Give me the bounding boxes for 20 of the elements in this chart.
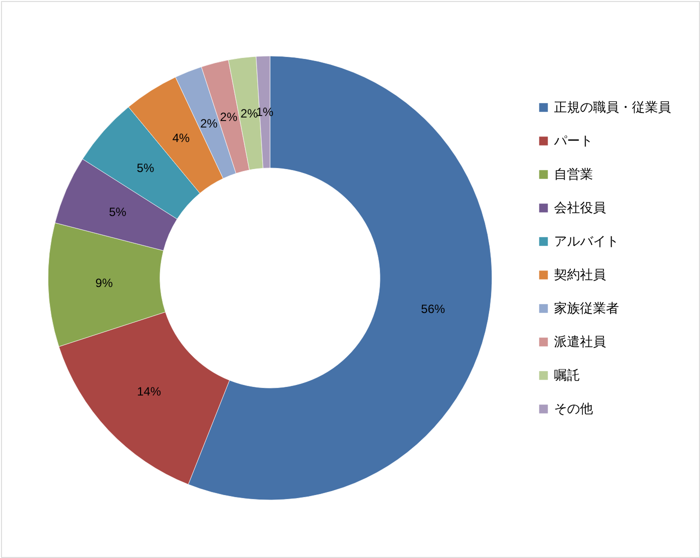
data-label: 56%: [421, 302, 446, 316]
data-label: 2%: [240, 106, 258, 120]
legend-label: 家族従業者: [554, 300, 619, 316]
legend-label: 嘱託: [554, 368, 580, 382]
legend-label: 契約社員: [554, 267, 606, 282]
legend-label: パート: [553, 133, 593, 148]
data-label: 4%: [172, 130, 190, 145]
data-label: 5%: [108, 205, 127, 220]
legend-label: 会社役員: [554, 200, 606, 215]
data-label: 1%: [256, 105, 274, 120]
data-label: 9%: [95, 276, 114, 290]
data-label: 14%: [136, 384, 162, 399]
data-label: 5%: [136, 161, 154, 176]
legend-label: 派遣社員: [554, 334, 606, 349]
data-label: 2%: [220, 110, 238, 124]
legend-label: 自営業: [554, 166, 593, 182]
legend-label: その他: [554, 401, 593, 416]
legend-label: 正規の職員・従業員: [554, 100, 671, 114]
legend-label: アルバイト: [554, 234, 619, 248]
data-label: 2%: [200, 116, 218, 131]
